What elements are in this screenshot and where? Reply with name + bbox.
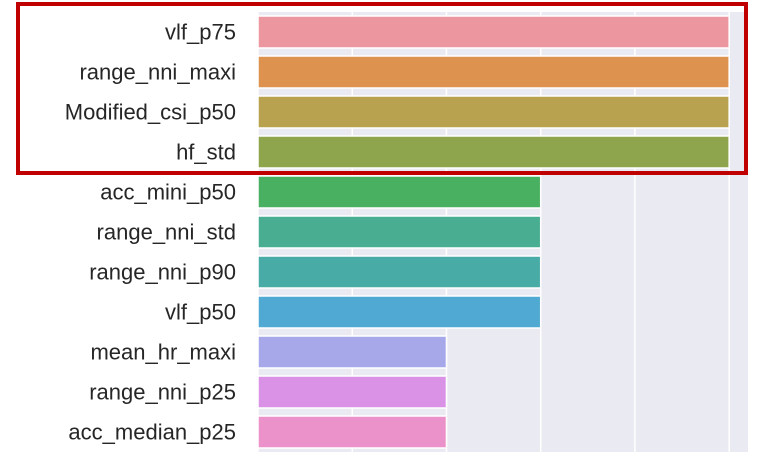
bar-hf_std [257,135,730,169]
tick-label-Modified_csi_p50: Modified_csi_p50 [65,100,236,125]
bar-vlf_p75 [257,15,730,49]
tick-label-range_nni_std: range_nni_std [97,220,236,245]
bars [257,15,730,449]
bar-range_nni_maxi [257,55,730,89]
tick-label-range_nni_p90: range_nni_p90 [89,260,236,285]
bar-range_nni_std [257,215,542,249]
bar-mean_hr_maxi [257,335,448,369]
tick-label-vlf_p75: vlf_p75 [165,20,236,45]
bar-range_nni_p25 [257,375,448,409]
bar-vlf_p50 [257,295,542,329]
highlight-box [16,2,748,175]
tick-label-vlf_p50: vlf_p50 [165,300,236,325]
tick-label-hf_std: hf_std [176,140,236,165]
tick-label-acc_median_p25: acc_median_p25 [68,420,236,445]
tick-label-mean_hr_maxi: mean_hr_maxi [90,340,236,365]
bar-Modified_csi_p50 [257,95,730,129]
tick-label-acc_mini_p50: acc_mini_p50 [100,180,236,205]
tick-label-range_nni_maxi: range_nni_maxi [79,60,236,85]
bar-acc_mini_p50 [257,175,542,209]
tick-label-range_nni_p25: range_nni_p25 [89,380,236,405]
bar-acc_median_p25 [257,415,448,449]
category-tick-labels: vlf_p75 range_nni_maxi Modified_csi_p50 hf_… [65,20,236,445]
bar-range_nni_p90 [257,255,542,289]
